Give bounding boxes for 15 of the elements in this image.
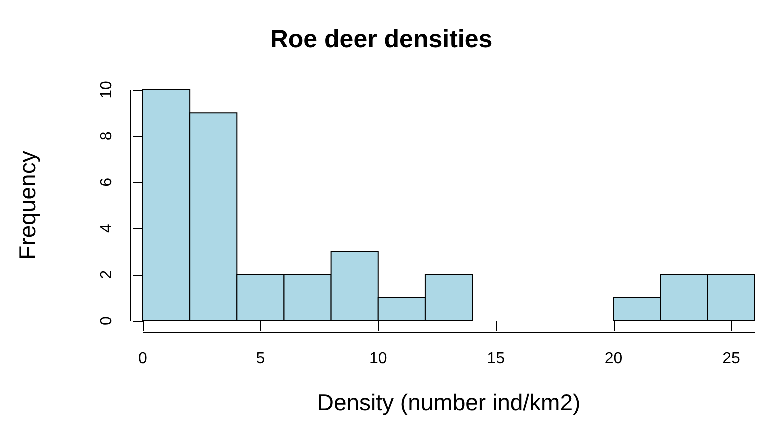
y-axis-title: Frequency [14, 150, 40, 260]
x-tick-label: 25 [722, 350, 740, 368]
x-axis-title: Density (number ind/km2) [317, 390, 581, 416]
x-tick-label: 5 [256, 350, 266, 368]
x-tick-label: 0 [138, 350, 148, 368]
y-tick-label: 0 [98, 316, 116, 326]
y-tick-label: 4 [98, 224, 116, 234]
chart-title: Roe deer densities [270, 26, 493, 54]
y-tick-label: 10 [98, 81, 116, 99]
x-tick-label: 20 [604, 350, 623, 368]
y-tick-label: 2 [98, 270, 116, 280]
x-tick-label: 10 [369, 350, 388, 368]
x-tick-label: 15 [487, 350, 506, 368]
y-tick-label: 6 [98, 178, 116, 187]
y-tick-label: 8 [98, 132, 116, 141]
